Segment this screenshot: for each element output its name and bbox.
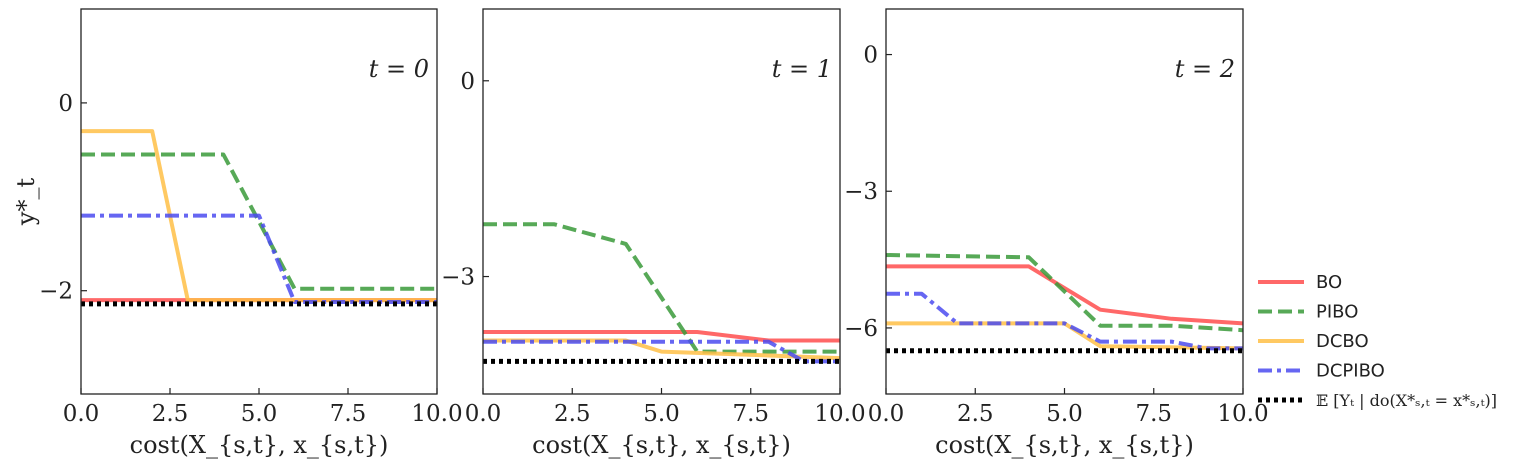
panel-label: t = 1 bbox=[772, 55, 832, 83]
panel-label: t = 2 bbox=[1175, 55, 1235, 83]
series-line-dcpibo bbox=[81, 213, 437, 304]
x-tick-label: 5.0 bbox=[643, 401, 680, 427]
y-tick-label: −3 bbox=[441, 265, 475, 291]
series-group bbox=[886, 253, 1243, 354]
panel-label: t = 0 bbox=[369, 55, 429, 83]
series-line-pibo bbox=[886, 253, 1243, 333]
legend-label: 𝔼 [Yₜ | do(X*ₛ,ₜ = x*ₛ,ₜ)] bbox=[1316, 391, 1497, 410]
x-axis-label: cost(X_{s,t}, x_{s,t}) bbox=[130, 431, 389, 459]
y-tick-label: −6 bbox=[844, 316, 878, 342]
x-tick-label: 5.0 bbox=[1046, 401, 1083, 427]
legend-label: BO bbox=[1316, 272, 1342, 293]
y-axis-label: y*_t bbox=[12, 178, 40, 227]
legend-label: PIBO bbox=[1316, 302, 1358, 323]
series-line-dcbo bbox=[886, 321, 1243, 351]
x-tick-label: 0.0 bbox=[868, 401, 905, 427]
x-tick-label: 0.0 bbox=[465, 401, 502, 427]
y-tick-label: −2 bbox=[39, 279, 73, 305]
x-axis-label: cost(X_{s,t}, x_{s,t}) bbox=[532, 431, 791, 459]
series-group bbox=[81, 129, 437, 307]
x-tick-label: 10.0 bbox=[411, 401, 462, 427]
series-line-dcpibo bbox=[886, 291, 1243, 351]
x-tick-label: 2.5 bbox=[554, 401, 591, 427]
x-tick-label: 0.0 bbox=[63, 401, 100, 427]
x-tick-label: 2.5 bbox=[152, 401, 189, 427]
x-tick-label: 5.0 bbox=[241, 401, 278, 427]
y-tick-label: 0 bbox=[58, 91, 73, 117]
series-line-dcbo bbox=[483, 338, 840, 361]
series-line-bo bbox=[886, 264, 1243, 326]
panel-1: 0.0 2.5 5.0 7.5 10.0 0 −3 cost(X_{s,t}, x_{s,t}… bbox=[441, 8, 866, 459]
y-tick-label: −3 bbox=[844, 179, 878, 205]
series-line-pibo bbox=[81, 152, 437, 291]
y-tick-label: 0 bbox=[460, 69, 475, 95]
series-line-pibo bbox=[483, 222, 840, 354]
series-line-bo bbox=[483, 330, 840, 343]
x-axis-label: cost(X_{s,t}, x_{s,t}) bbox=[935, 431, 1194, 459]
y-tick-label: 0 bbox=[863, 43, 878, 69]
panel-0: 0.0 2.5 5.0 7.5 10.0 0 −2 cost(X_{s,t}, x_{s,t}… bbox=[12, 8, 463, 459]
x-tick-label: 10.0 bbox=[1217, 401, 1268, 427]
series-group bbox=[483, 222, 840, 364]
x-tick-label: 7.5 bbox=[330, 401, 367, 427]
legend-label: DCPIBO bbox=[1316, 361, 1385, 382]
legend: BO PIBO DCBO DCPIBO 𝔼 [Yₜ | do(X*ₛ,ₜ = x*ₛ,ₜ… bbox=[1258, 272, 1497, 410]
x-tick-label: 10.0 bbox=[814, 401, 865, 427]
panel-2: 0.0 2.5 5.0 7.5 10.0 0 −3 −6 cost(X_{s,t}, x_{s,… bbox=[844, 8, 1269, 459]
x-tick-label: 7.5 bbox=[1135, 401, 1172, 427]
x-tick-label: 7.5 bbox=[732, 401, 769, 427]
legend-label: DCBO bbox=[1316, 331, 1369, 352]
x-tick-label: 2.5 bbox=[957, 401, 994, 427]
